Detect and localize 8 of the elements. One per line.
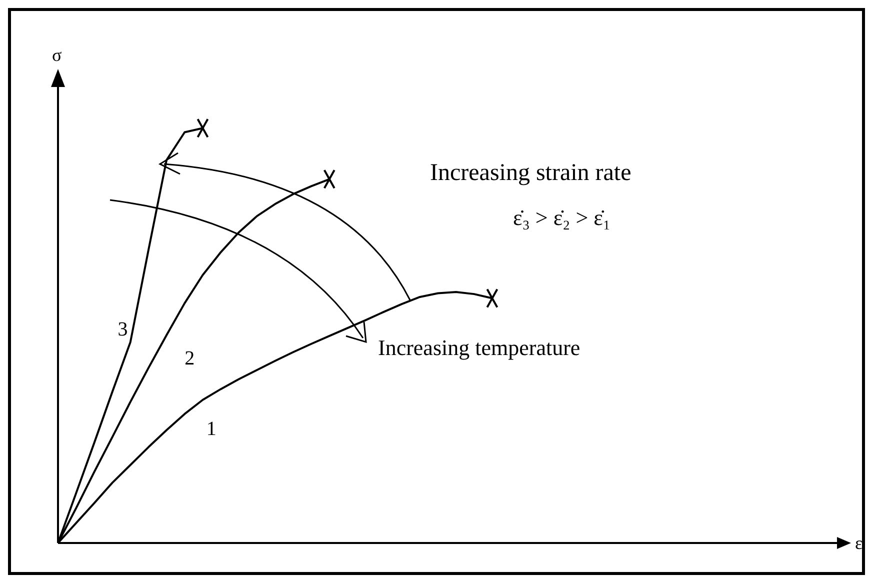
annotation: Increasing temperature xyxy=(378,335,580,360)
annotation: ε̇₃ > ε̇₂ > ε̇₁ xyxy=(513,205,611,230)
series-label: 3 xyxy=(118,318,128,341)
annotation: Increasing strain rate xyxy=(430,160,632,186)
y-axis-title: σ xyxy=(52,45,62,65)
x-axis-title: ε xyxy=(855,533,863,553)
series-label: 1 xyxy=(206,418,216,440)
series-label: 2 xyxy=(184,348,195,370)
